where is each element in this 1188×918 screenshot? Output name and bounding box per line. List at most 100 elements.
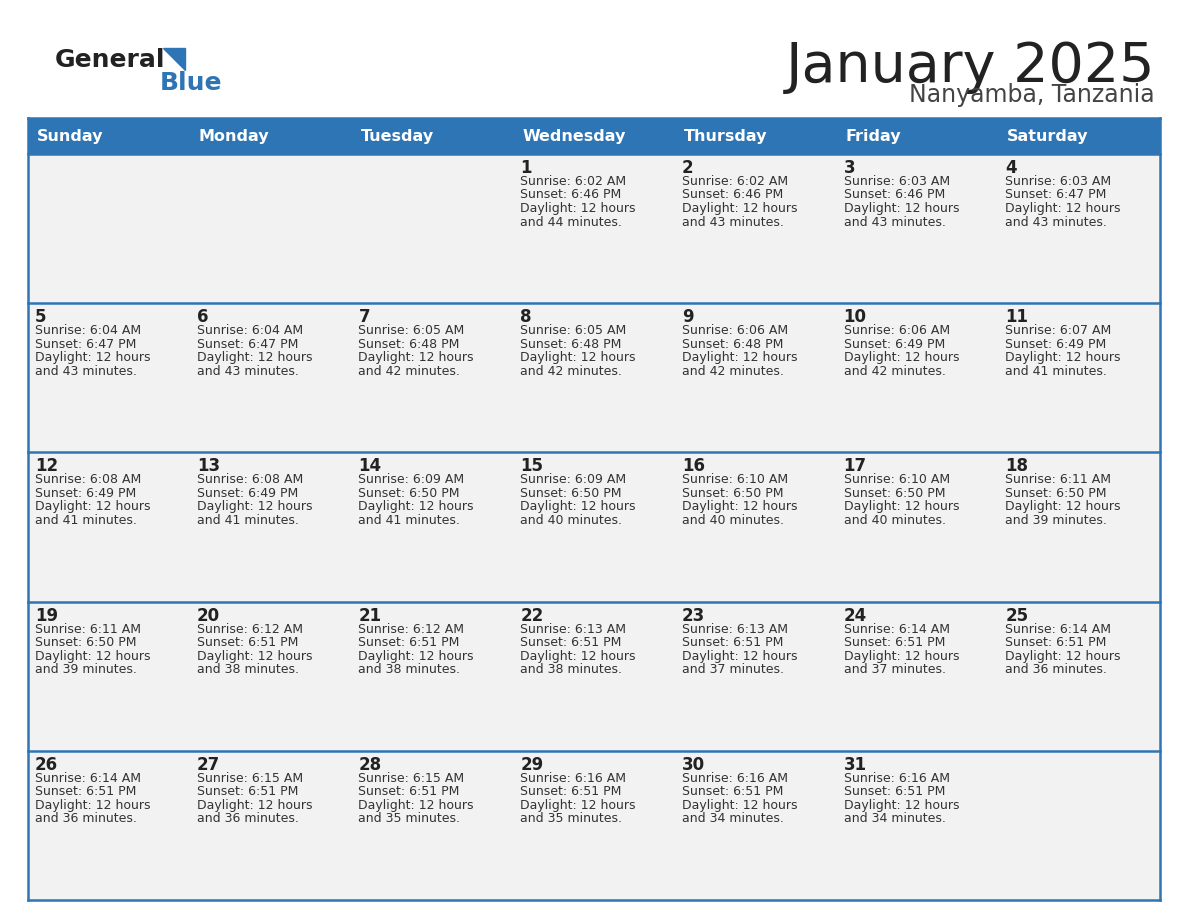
Text: and 38 minutes.: and 38 minutes.	[520, 663, 623, 676]
Polygon shape	[163, 48, 185, 70]
Text: Sunrise: 6:14 AM: Sunrise: 6:14 AM	[843, 622, 949, 635]
Bar	[352, 118, 513, 154]
Text: 3: 3	[843, 159, 855, 177]
Text: and 42 minutes.: and 42 minutes.	[359, 364, 460, 377]
Text: Sunset: 6:51 PM: Sunset: 6:51 PM	[34, 785, 137, 799]
Text: 8: 8	[520, 308, 532, 326]
Bar	[675, 303, 836, 453]
Text: Sunset: 6:51 PM: Sunset: 6:51 PM	[520, 785, 621, 799]
Text: and 41 minutes.: and 41 minutes.	[1005, 364, 1107, 377]
Text: Sunset: 6:47 PM: Sunset: 6:47 PM	[34, 338, 137, 351]
Text: Daylight: 12 hours: Daylight: 12 hours	[520, 500, 636, 513]
Bar	[29, 118, 190, 154]
Text: Sunrise: 6:15 AM: Sunrise: 6:15 AM	[197, 772, 303, 785]
Text: Sunrise: 6:04 AM: Sunrise: 6:04 AM	[197, 324, 303, 337]
Text: Sunrise: 6:06 AM: Sunrise: 6:06 AM	[682, 324, 788, 337]
Text: Sunset: 6:51 PM: Sunset: 6:51 PM	[359, 636, 460, 649]
Bar	[998, 118, 1159, 154]
Text: Sunrise: 6:13 AM: Sunrise: 6:13 AM	[682, 622, 788, 635]
Text: and 40 minutes.: and 40 minutes.	[682, 514, 784, 527]
Text: Sunrise: 6:12 AM: Sunrise: 6:12 AM	[359, 622, 465, 635]
Text: Sunset: 6:49 PM: Sunset: 6:49 PM	[1005, 338, 1106, 351]
Text: Daylight: 12 hours: Daylight: 12 hours	[197, 650, 312, 663]
Text: Daylight: 12 hours: Daylight: 12 hours	[1005, 500, 1120, 513]
Text: Sunrise: 6:13 AM: Sunrise: 6:13 AM	[520, 622, 626, 635]
Text: General: General	[55, 48, 165, 72]
Text: Sunset: 6:48 PM: Sunset: 6:48 PM	[682, 338, 783, 351]
Text: Daylight: 12 hours: Daylight: 12 hours	[34, 799, 151, 812]
Bar	[675, 751, 836, 900]
Text: and 34 minutes.: and 34 minutes.	[843, 812, 946, 825]
Text: and 36 minutes.: and 36 minutes.	[197, 812, 298, 825]
Text: and 39 minutes.: and 39 minutes.	[1005, 514, 1107, 527]
Bar	[513, 453, 675, 601]
Text: Sunset: 6:50 PM: Sunset: 6:50 PM	[843, 487, 946, 500]
Text: and 41 minutes.: and 41 minutes.	[34, 514, 137, 527]
Bar	[998, 453, 1159, 601]
Text: Sunset: 6:51 PM: Sunset: 6:51 PM	[1005, 636, 1107, 649]
Bar	[190, 118, 352, 154]
Text: 17: 17	[843, 457, 867, 476]
Bar	[352, 154, 513, 303]
Text: and 35 minutes.: and 35 minutes.	[520, 812, 623, 825]
Bar	[513, 751, 675, 900]
Text: Sunrise: 6:11 AM: Sunrise: 6:11 AM	[1005, 474, 1111, 487]
Text: and 36 minutes.: and 36 minutes.	[1005, 663, 1107, 676]
Text: Daylight: 12 hours: Daylight: 12 hours	[1005, 352, 1120, 364]
Text: Daylight: 12 hours: Daylight: 12 hours	[197, 799, 312, 812]
Text: Daylight: 12 hours: Daylight: 12 hours	[520, 650, 636, 663]
Bar	[190, 303, 352, 453]
Bar	[29, 601, 190, 751]
Text: Sunrise: 6:10 AM: Sunrise: 6:10 AM	[682, 474, 788, 487]
Text: and 42 minutes.: and 42 minutes.	[682, 364, 784, 377]
Text: Sunset: 6:51 PM: Sunset: 6:51 PM	[682, 636, 783, 649]
Text: and 42 minutes.: and 42 minutes.	[520, 364, 623, 377]
Text: 31: 31	[843, 756, 867, 774]
Text: Daylight: 12 hours: Daylight: 12 hours	[359, 352, 474, 364]
Bar	[29, 303, 190, 453]
Text: Sunrise: 6:14 AM: Sunrise: 6:14 AM	[34, 772, 141, 785]
Text: Daylight: 12 hours: Daylight: 12 hours	[520, 202, 636, 215]
Text: Sunset: 6:51 PM: Sunset: 6:51 PM	[520, 636, 621, 649]
Bar	[352, 453, 513, 601]
Text: and 40 minutes.: and 40 minutes.	[843, 514, 946, 527]
Text: Daylight: 12 hours: Daylight: 12 hours	[197, 500, 312, 513]
Bar	[836, 751, 998, 900]
Text: Friday: Friday	[846, 129, 902, 143]
Bar	[352, 601, 513, 751]
Text: and 43 minutes.: and 43 minutes.	[682, 216, 784, 229]
Text: Sunrise: 6:10 AM: Sunrise: 6:10 AM	[843, 474, 949, 487]
Text: Sunset: 6:50 PM: Sunset: 6:50 PM	[682, 487, 783, 500]
Text: Sunset: 6:51 PM: Sunset: 6:51 PM	[682, 785, 783, 799]
Text: 1: 1	[520, 159, 532, 177]
Text: 13: 13	[197, 457, 220, 476]
Bar	[190, 601, 352, 751]
Text: Daylight: 12 hours: Daylight: 12 hours	[34, 352, 151, 364]
Text: Sunset: 6:47 PM: Sunset: 6:47 PM	[1005, 188, 1107, 201]
Text: 11: 11	[1005, 308, 1029, 326]
Text: Tuesday: Tuesday	[360, 129, 434, 143]
Text: Daylight: 12 hours: Daylight: 12 hours	[682, 650, 797, 663]
Text: Sunrise: 6:05 AM: Sunrise: 6:05 AM	[359, 324, 465, 337]
Text: Sunrise: 6:08 AM: Sunrise: 6:08 AM	[197, 474, 303, 487]
Text: 6: 6	[197, 308, 208, 326]
Text: Sunrise: 6:02 AM: Sunrise: 6:02 AM	[682, 175, 788, 188]
Text: Sunrise: 6:06 AM: Sunrise: 6:06 AM	[843, 324, 949, 337]
Text: Sunrise: 6:15 AM: Sunrise: 6:15 AM	[359, 772, 465, 785]
Text: and 36 minutes.: and 36 minutes.	[34, 812, 137, 825]
Bar	[352, 303, 513, 453]
Text: Monday: Monday	[198, 129, 270, 143]
Text: Daylight: 12 hours: Daylight: 12 hours	[1005, 650, 1120, 663]
Text: 24: 24	[843, 607, 867, 624]
Text: Sunset: 6:51 PM: Sunset: 6:51 PM	[359, 785, 460, 799]
Bar	[675, 601, 836, 751]
Bar	[190, 453, 352, 601]
Text: Sunrise: 6:02 AM: Sunrise: 6:02 AM	[520, 175, 626, 188]
Text: Sunset: 6:50 PM: Sunset: 6:50 PM	[34, 636, 137, 649]
Text: Sunset: 6:46 PM: Sunset: 6:46 PM	[520, 188, 621, 201]
Bar	[998, 154, 1159, 303]
Text: Sunrise: 6:03 AM: Sunrise: 6:03 AM	[1005, 175, 1112, 188]
Text: Daylight: 12 hours: Daylight: 12 hours	[682, 799, 797, 812]
Bar	[513, 154, 675, 303]
Bar	[675, 118, 836, 154]
